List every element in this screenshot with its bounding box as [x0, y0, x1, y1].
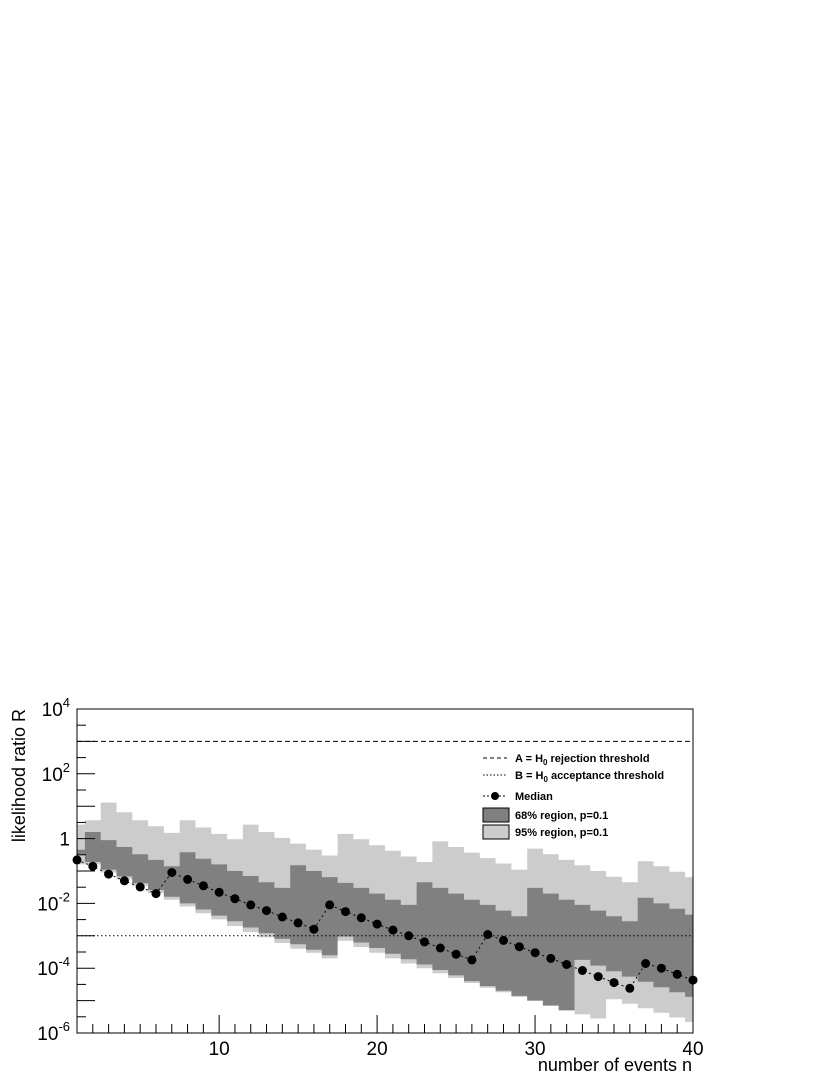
y-tick-label: 10-6: [37, 1019, 70, 1045]
x-tick-label: 10: [209, 1039, 230, 1060]
legend-label: 95% region, p=0.1: [515, 827, 608, 839]
median-point: [404, 931, 414, 941]
median-point: [562, 960, 572, 969]
x-tick-labels: 10 20 30 40: [209, 1039, 704, 1060]
median-point: [420, 937, 429, 947]
axis-ticks: [77, 724, 678, 1033]
median-point: [499, 935, 508, 945]
y-tick-label: 1: [59, 830, 70, 851]
median-point: [135, 882, 145, 892]
median-point: [230, 894, 240, 904]
median-point: [625, 983, 635, 993]
median-point: [514, 942, 524, 952]
median-point: [577, 966, 587, 975]
median-point: [325, 900, 335, 910]
median-point: [656, 963, 666, 973]
median-point: [246, 900, 256, 910]
median-point: [467, 955, 477, 965]
legend-95-swatch: [482, 824, 510, 840]
median-point: [293, 918, 303, 928]
median-point: [388, 925, 398, 935]
median-point: [672, 969, 682, 979]
x-tick-label: 20: [367, 1039, 388, 1060]
median-series: [72, 855, 698, 993]
median-point: [183, 874, 193, 884]
median-point: [151, 889, 161, 899]
legend: A = H0 rejection threshold B = H0 accepta…: [482, 753, 664, 840]
median-point: [104, 869, 114, 879]
median-point: [641, 959, 651, 968]
median-point: [167, 868, 177, 877]
x-axis-title: number of events n: [538, 1055, 692, 1075]
y-axis-title: likelihood ratio R: [9, 709, 29, 842]
legend-68-swatch: [482, 807, 510, 823]
median-point: [262, 906, 271, 916]
median-point: [277, 912, 287, 922]
median-point: [356, 913, 366, 923]
median-point: [546, 953, 556, 963]
median-point: [214, 887, 224, 897]
median-point: [119, 876, 129, 886]
legend-label: Median: [515, 791, 553, 803]
median-point: [88, 861, 98, 871]
median-point: [530, 948, 540, 958]
y-tick-label: 10-4: [37, 954, 70, 980]
median-point: [372, 919, 382, 929]
median-point: [198, 881, 208, 891]
y-tick-label: 102: [42, 760, 70, 786]
legend-label: 68% region, p=0.1: [515, 810, 608, 822]
median-point: [593, 972, 603, 982]
median-point: [435, 943, 445, 953]
y-tick-labels: 10-6 10-4 10-2 1 102 104: [37, 695, 70, 1045]
x-tick-label: 40: [682, 1039, 703, 1060]
y-tick-label: 104: [42, 695, 70, 721]
median-point: [483, 930, 493, 939]
y-tick-label: 10-2: [37, 889, 70, 915]
median-point: [609, 978, 619, 988]
median-line: [76, 859, 694, 989]
median-point: [309, 924, 319, 934]
threshold-lines: [77, 740, 693, 937]
legend-median-marker: [491, 792, 499, 800]
median-point: [341, 907, 350, 917]
median-point: [451, 949, 461, 959]
band-68-region: [77, 832, 693, 1011]
legend-label: B = H0 acceptance threshold: [515, 770, 664, 784]
x-tick-label: 30: [524, 1039, 545, 1060]
confidence-bands: [77, 802, 693, 1022]
legend-label: A = H0 rejection threshold: [515, 753, 650, 767]
